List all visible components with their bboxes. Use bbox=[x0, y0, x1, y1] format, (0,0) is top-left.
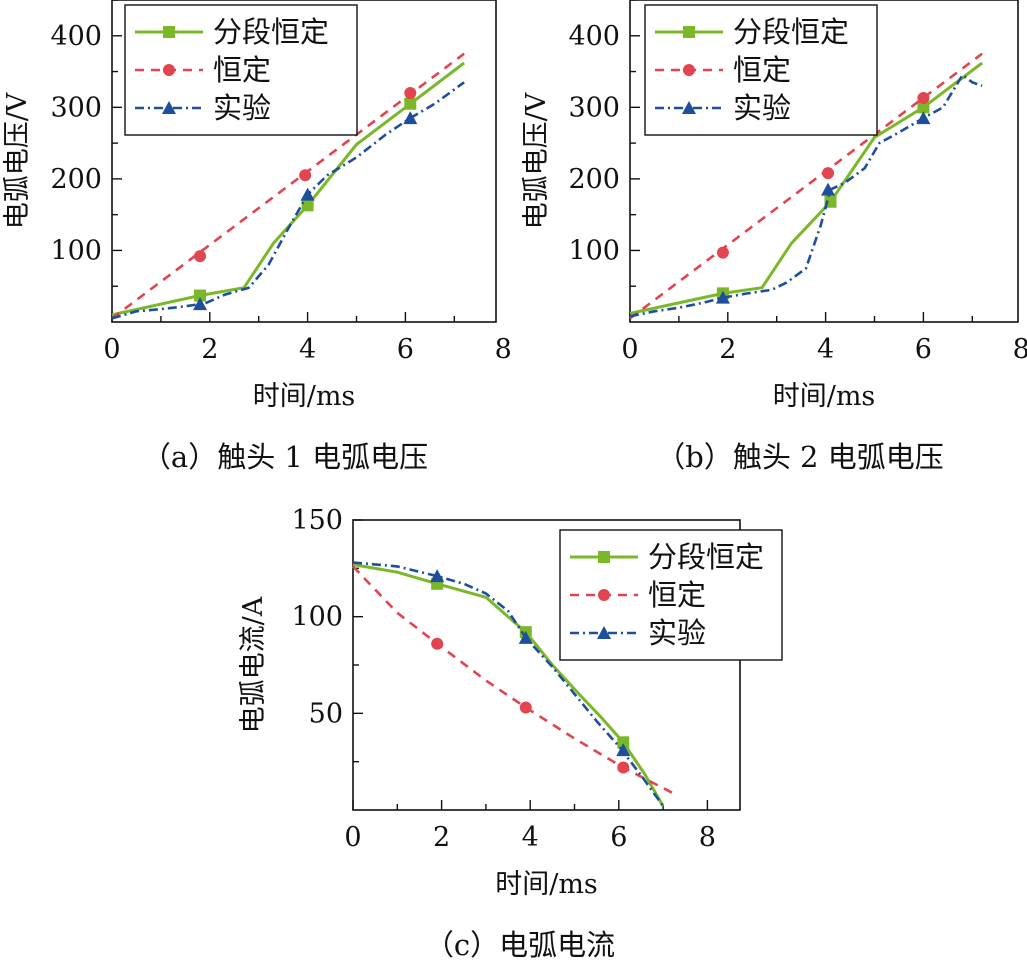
series-line-constant bbox=[352, 565, 673, 794]
x-tick-label: 2 bbox=[201, 334, 218, 365]
legend-label: 分段恒定 bbox=[733, 15, 849, 49]
series-line-experiment bbox=[629, 73, 983, 318]
legend-label: 恒定 bbox=[733, 53, 791, 87]
y-tick-label: 100 bbox=[291, 602, 343, 633]
x-tick-label: 4 bbox=[299, 334, 316, 365]
x-tick-label: 6 bbox=[397, 334, 414, 365]
x-tick-label: 4 bbox=[522, 822, 539, 853]
x-tick-label: 2 bbox=[719, 334, 736, 365]
y-tick-label: 200 bbox=[50, 164, 102, 195]
y-axis-label: 电弧电流/A bbox=[238, 596, 269, 733]
legend-label: 实验 bbox=[733, 91, 791, 125]
data-point-constant bbox=[617, 761, 630, 774]
x-tick-label: 8 bbox=[699, 822, 716, 853]
x-axis-label: 时间/ms bbox=[773, 381, 876, 412]
y-axis-label: 电弧电压/V bbox=[2, 92, 33, 229]
data-point-experiment bbox=[300, 187, 315, 201]
legend-label: 分段恒定 bbox=[648, 540, 764, 574]
data-point-constant bbox=[404, 87, 417, 100]
data-point-piecewise bbox=[194, 289, 207, 302]
y-tick-label: 150 bbox=[291, 505, 343, 536]
x-axis-label: 时间/ms bbox=[495, 869, 598, 900]
legend-label: 分段恒定 bbox=[213, 15, 329, 49]
data-point-experiment bbox=[715, 290, 730, 304]
y-tick-label: 50 bbox=[309, 698, 343, 729]
x-tick-label: 8 bbox=[495, 334, 512, 365]
data-point-piecewise bbox=[301, 199, 314, 212]
legend-swatch-marker bbox=[683, 26, 695, 38]
data-point-experiment bbox=[616, 743, 631, 757]
data-point-constant bbox=[194, 250, 207, 263]
y-axis-label: 电弧电压/V bbox=[521, 92, 552, 229]
x-tick-label: 6 bbox=[915, 334, 932, 365]
panel-caption: （c）电弧电流 bbox=[425, 928, 615, 962]
legend-label: 恒定 bbox=[648, 578, 706, 612]
x-tick-label: 0 bbox=[621, 334, 638, 365]
data-point-constant bbox=[431, 637, 444, 650]
data-point-constant bbox=[299, 169, 312, 182]
legend-swatch-marker bbox=[597, 626, 611, 639]
y-tick-label: 300 bbox=[568, 92, 620, 123]
data-point-experiment bbox=[821, 182, 836, 196]
data-point-experiment bbox=[403, 111, 418, 125]
chart-panel-a: 0 2 4 6 8 100 200 300 400 时间/ms 电弧电压/V （a）触头 1 电弧电压… bbox=[2, 0, 512, 474]
panel-caption: （b）触头 2 电弧电压 bbox=[656, 440, 943, 474]
plot-frame bbox=[111, 0, 497, 323]
y-tick-label: 300 bbox=[50, 92, 102, 123]
y-tick-label: 100 bbox=[50, 235, 102, 266]
data-point-experiment bbox=[430, 569, 445, 583]
y-tick-label: 400 bbox=[50, 21, 102, 52]
legend-swatch-marker bbox=[163, 26, 175, 38]
data-point-constant bbox=[519, 701, 532, 714]
legend-swatch-marker bbox=[162, 101, 176, 114]
data-point-piecewise bbox=[404, 97, 417, 110]
y-tick-label: 200 bbox=[568, 164, 620, 195]
data-point-piecewise bbox=[917, 101, 930, 114]
legend-swatch-marker bbox=[598, 551, 610, 563]
plot-frame bbox=[629, 0, 1019, 323]
y-tick-label: 100 bbox=[568, 235, 620, 266]
y-tick-label: 400 bbox=[568, 21, 620, 52]
x-tick-label: 0 bbox=[344, 822, 361, 853]
legend-label: 实验 bbox=[648, 616, 706, 650]
x-tick-label: 6 bbox=[610, 822, 627, 853]
x-tick-label: 4 bbox=[817, 334, 834, 365]
legend-swatch-marker bbox=[163, 64, 175, 76]
x-tick-label: 0 bbox=[103, 334, 120, 365]
data-point-constant bbox=[822, 167, 835, 180]
legend-swatch-marker bbox=[682, 101, 696, 114]
legend-label: 恒定 bbox=[213, 53, 271, 87]
legend-swatch-marker bbox=[683, 64, 695, 76]
data-point-experiment bbox=[916, 111, 931, 125]
data-point-experiment bbox=[518, 630, 533, 644]
data-point-constant bbox=[917, 92, 930, 105]
legend-label: 实验 bbox=[213, 91, 271, 125]
x-tick-label: 8 bbox=[1013, 334, 1027, 365]
data-point-piecewise bbox=[617, 736, 630, 749]
data-point-constant bbox=[716, 246, 729, 259]
x-axis-label: 时间/ms bbox=[253, 381, 356, 412]
legend-box bbox=[559, 529, 783, 661]
panel-caption: （a）触头 1 电弧电压 bbox=[142, 440, 428, 474]
series-line-experiment bbox=[111, 81, 465, 320]
data-point-experiment bbox=[193, 297, 208, 311]
chart-panel-b: 0 2 4 6 8 100 200 300 400 时间/ms 电弧电压/V （b）触头 2 电弧电压… bbox=[521, 0, 1027, 474]
x-tick-label: 2 bbox=[433, 822, 450, 853]
legend-swatch-marker bbox=[598, 589, 610, 601]
series-line-piecewise bbox=[629, 61, 984, 315]
